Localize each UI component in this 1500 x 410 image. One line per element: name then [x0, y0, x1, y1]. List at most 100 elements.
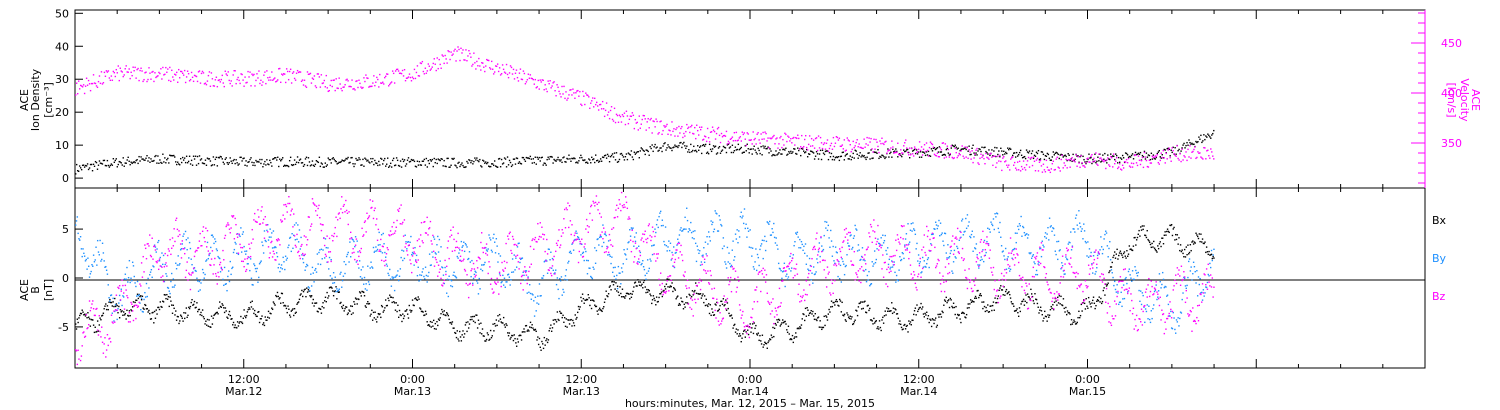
point [850, 318, 852, 320]
point [157, 306, 159, 309]
point [465, 49, 467, 51]
point [319, 308, 322, 311]
point [925, 266, 927, 268]
point [180, 248, 183, 250]
point [1161, 156, 1163, 159]
point [345, 255, 348, 258]
point [345, 306, 348, 308]
point [1028, 150, 1031, 152]
point [194, 155, 197, 157]
point [1087, 307, 1089, 309]
point [1019, 310, 1022, 313]
point [829, 144, 832, 147]
point [245, 82, 247, 84]
point [815, 137, 818, 139]
point [727, 143, 730, 145]
point [919, 149, 922, 152]
point [1209, 157, 1211, 159]
point [804, 243, 807, 245]
point [163, 280, 166, 283]
point [750, 246, 752, 249]
point [248, 307, 250, 309]
point [568, 154, 570, 156]
point [686, 145, 688, 147]
point [567, 97, 569, 100]
point [239, 321, 241, 323]
point [1116, 167, 1119, 170]
point [625, 254, 627, 256]
point [265, 164, 267, 166]
point [1197, 151, 1199, 153]
point [826, 319, 829, 321]
point [707, 231, 710, 233]
point [883, 239, 886, 242]
point [910, 222, 912, 225]
point [519, 334, 521, 336]
point [478, 323, 480, 325]
point [764, 235, 766, 238]
point [207, 257, 210, 260]
point [796, 137, 798, 140]
point [282, 157, 284, 159]
point [398, 309, 401, 312]
point [361, 87, 363, 90]
point [566, 157, 568, 160]
point [781, 146, 783, 149]
point [114, 75, 117, 78]
point [578, 95, 580, 97]
point [974, 248, 977, 250]
point [1103, 158, 1105, 161]
point [503, 324, 506, 326]
point [484, 261, 486, 264]
point [460, 163, 462, 166]
point [803, 150, 805, 152]
point [652, 150, 654, 153]
point [786, 329, 788, 331]
point [413, 68, 416, 71]
point [585, 259, 588, 262]
point [1121, 154, 1124, 157]
point [1030, 288, 1032, 291]
point [298, 71, 301, 73]
point [628, 241, 630, 243]
point [978, 163, 980, 166]
point [369, 267, 371, 269]
point [1082, 301, 1084, 304]
point [942, 142, 945, 144]
point [1042, 320, 1044, 322]
point [836, 252, 838, 254]
point [1040, 165, 1043, 167]
point [673, 128, 675, 130]
point [144, 72, 146, 74]
point [99, 82, 102, 85]
point [952, 261, 955, 263]
point [937, 225, 939, 227]
point [517, 341, 520, 343]
point [534, 78, 536, 81]
point [333, 282, 336, 284]
point [711, 148, 714, 150]
point [968, 221, 970, 223]
point [1153, 156, 1156, 159]
point [321, 82, 324, 85]
point [847, 245, 850, 247]
point [411, 159, 414, 162]
point [362, 266, 364, 268]
point [833, 159, 836, 161]
point [880, 142, 882, 145]
point [336, 298, 338, 300]
point [270, 79, 272, 81]
point [315, 271, 318, 273]
point [246, 81, 248, 84]
point [891, 266, 894, 268]
point [1113, 153, 1115, 155]
point [355, 298, 358, 300]
point [854, 145, 856, 147]
point [712, 314, 715, 316]
point [812, 152, 815, 154]
point [1062, 156, 1064, 158]
point [962, 148, 964, 150]
point [763, 239, 765, 242]
point [861, 247, 864, 249]
point [767, 146, 769, 148]
